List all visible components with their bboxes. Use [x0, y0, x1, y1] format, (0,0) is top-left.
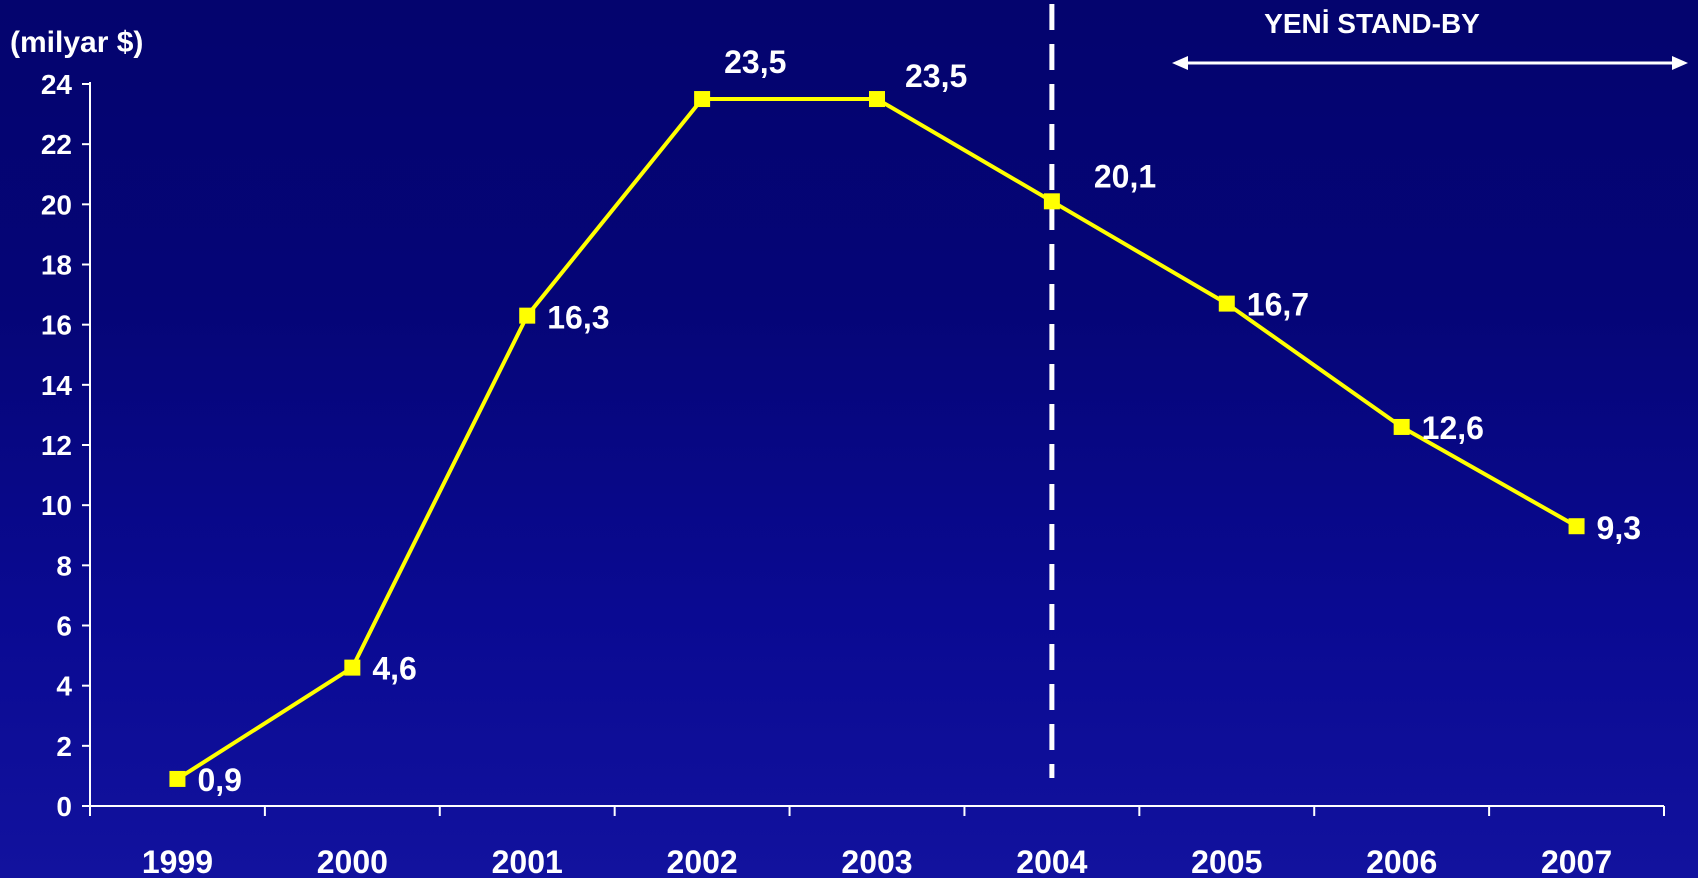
x-tick-label: 2003 [841, 844, 912, 878]
range-arrow-left-head [1172, 56, 1188, 70]
x-tick-label: 2006 [1366, 844, 1437, 878]
x-tick-label: 2004 [1016, 844, 1087, 878]
y-tick-label: 18 [41, 250, 72, 281]
y-tick-label: 22 [41, 129, 72, 160]
data-label: 9,3 [1597, 510, 1641, 546]
y-tick-label: 6 [56, 611, 72, 642]
data-point-marker [1568, 518, 1585, 535]
data-label: 16,3 [547, 300, 609, 336]
data-label: 4,6 [372, 651, 416, 687]
y-tick-label: 20 [41, 189, 72, 220]
x-tick-label: 2005 [1191, 844, 1262, 878]
x-tick-label: 2000 [317, 844, 388, 878]
x-tick-label: 2001 [492, 844, 563, 878]
range-arrow-right-head [1672, 56, 1688, 70]
y-tick-label: 12 [41, 430, 72, 461]
data-point-marker [869, 91, 885, 108]
y-tick-label: 14 [41, 370, 73, 401]
y-tick-label: 0 [56, 791, 72, 822]
data-point-marker [1043, 193, 1060, 210]
data-label: 12,6 [1422, 410, 1484, 446]
x-tick-label: 2007 [1541, 844, 1612, 878]
data-point-marker [694, 91, 711, 108]
series-layer [169, 91, 1585, 787]
x-tick-label: 1999 [142, 844, 213, 878]
data-label: 23,5 [724, 44, 786, 80]
labels-layer: 0,9 4,6 16,3 23,5 23,5 20,1 16,7 12,6 9,3 [197, 44, 1641, 798]
data-label: 0,9 [197, 762, 241, 798]
data-point-marker [1393, 418, 1410, 435]
data-point-marker [1218, 295, 1235, 312]
x-tick-label: 2002 [667, 844, 738, 878]
y-tick-label: 16 [41, 310, 72, 341]
data-label: 23,5 [905, 58, 967, 94]
data-point-marker [344, 659, 361, 676]
y-tick-label: 4 [56, 671, 72, 702]
y-tick-label: 8 [56, 550, 72, 581]
y-tick-label: 2 [56, 731, 72, 762]
y-tick-label: 10 [41, 490, 72, 521]
data-label: 16,7 [1247, 287, 1309, 323]
data-point-marker [169, 770, 186, 787]
y-axis-unit-label: (milyar $) [10, 26, 143, 59]
y-tick-label: 24 [41, 69, 73, 100]
data-label: 20,1 [1094, 158, 1156, 194]
data-point-marker [519, 307, 536, 324]
range-label: YENİ STAND-BY [1264, 8, 1480, 39]
divider-layer: YENİ STAND-BY [1049, 4, 1688, 778]
